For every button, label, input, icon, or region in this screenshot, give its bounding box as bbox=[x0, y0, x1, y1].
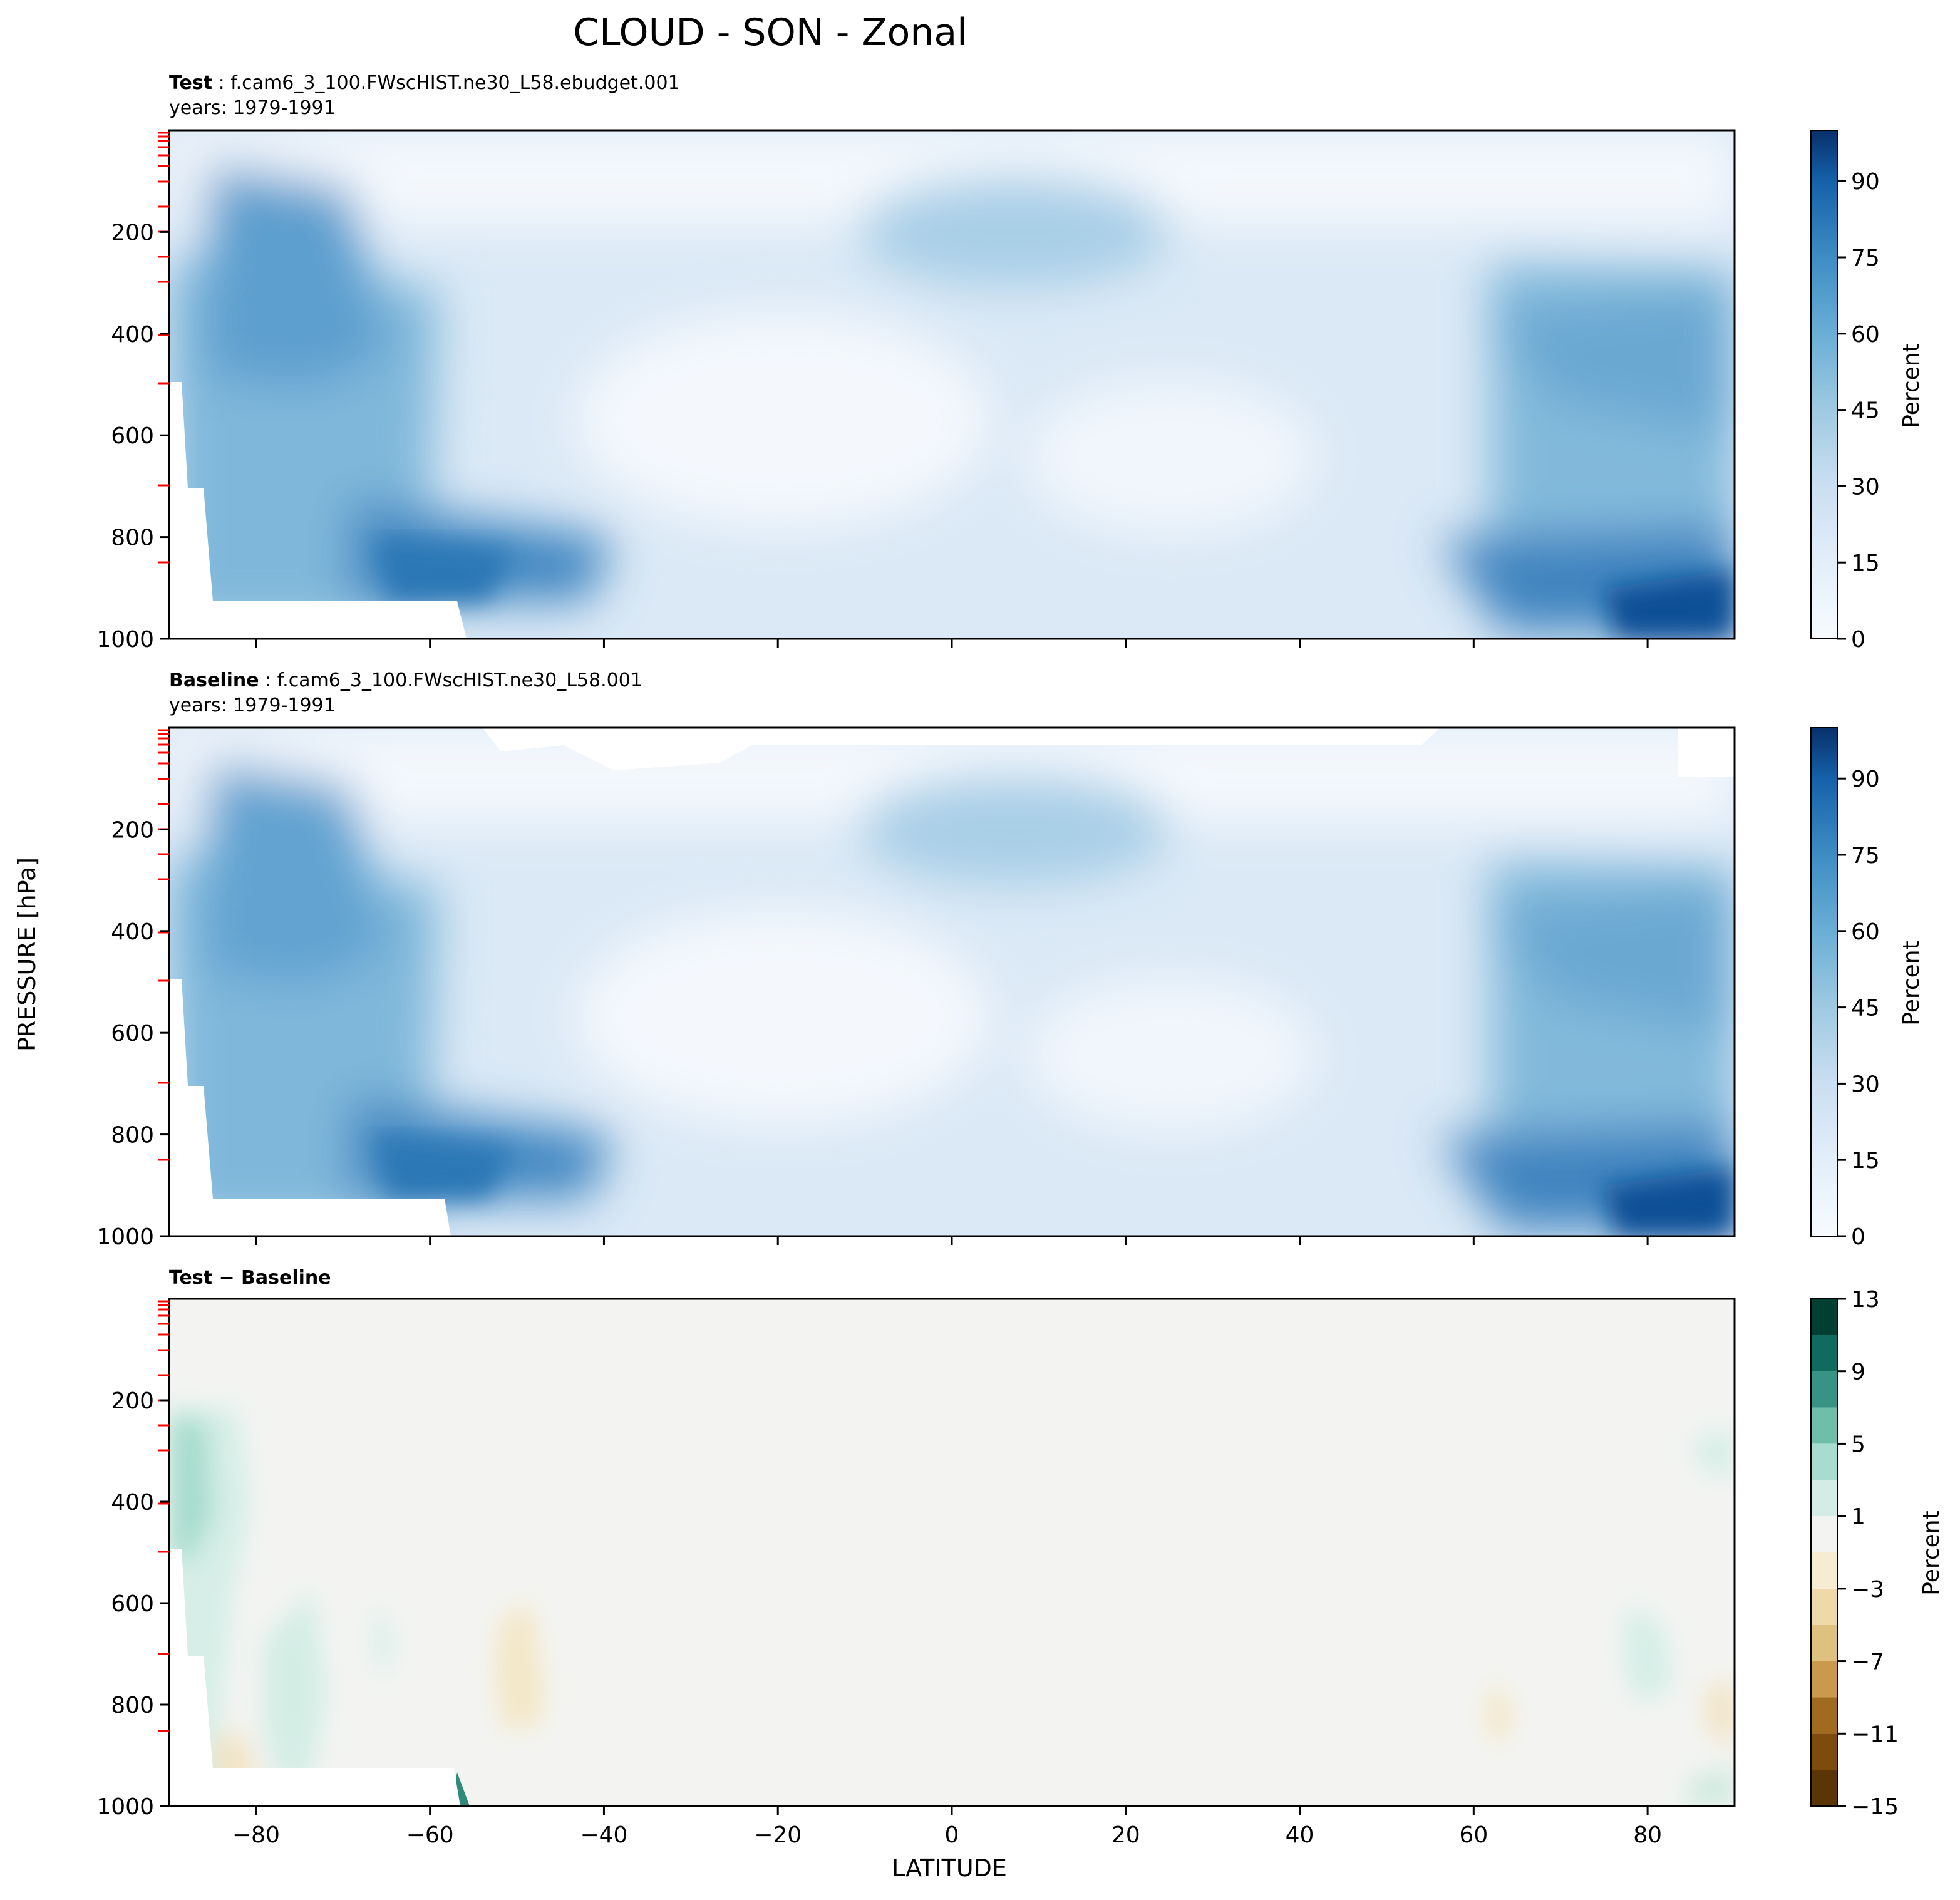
panel-baseline-y-ticks: 200 400 600 800 1000 bbox=[96, 817, 169, 1250]
colorbar-diff-band bbox=[1811, 1516, 1837, 1552]
panel-baseline-label: Baseline : f.cam6_3_100.FWscHIST.ne30_L5… bbox=[169, 669, 642, 691]
y-tick-label: 200 bbox=[111, 817, 154, 843]
colorbar-tick-label: 30 bbox=[1851, 1071, 1880, 1097]
panel-baseline: Baseline : f.cam6_3_100.FWscHIST.ne30_L5… bbox=[96, 669, 1924, 1250]
panel-test: Test : f.cam6_3_100.FWscHIST.ne30_L58.eb… bbox=[96, 72, 1924, 653]
panel-test-years: years: 1979-1991 bbox=[169, 97, 336, 119]
x-tick-label: −60 bbox=[406, 1822, 454, 1848]
colorbar-tick-label: 0 bbox=[1851, 1224, 1865, 1250]
colorbar-diff-label: Percent bbox=[1919, 1510, 1944, 1595]
x-tick-label: −20 bbox=[754, 1822, 802, 1848]
y-tick-label: 200 bbox=[111, 220, 154, 245]
colorbar-diff-band bbox=[1811, 1443, 1837, 1480]
colorbar-tick-label: 75 bbox=[1851, 245, 1880, 271]
colorbar-diff-band bbox=[1811, 1299, 1837, 1335]
colorbar-diff-band bbox=[1811, 1335, 1837, 1371]
colorbar-tick-label: 90 bbox=[1851, 169, 1880, 195]
colorbar-tick-label: 15 bbox=[1851, 550, 1880, 576]
colorbar-tick-label: 15 bbox=[1851, 1148, 1880, 1174]
colorbar-tick-label: −3 bbox=[1851, 1577, 1884, 1603]
colorbar-test-label: Percent bbox=[1899, 343, 1924, 428]
panel-baseline-x-ticks bbox=[255, 1236, 1649, 1245]
colorbar-diff-band bbox=[1811, 1552, 1837, 1589]
colorbar-tick-label: 45 bbox=[1851, 996, 1880, 1021]
y-tick-label: 600 bbox=[111, 1591, 154, 1617]
colorbar-tick-label: −11 bbox=[1851, 1722, 1899, 1747]
colorbar-tick-label: −15 bbox=[1851, 1794, 1899, 1820]
colorbar-tick-label: 13 bbox=[1851, 1287, 1880, 1313]
x-axis-label: LATITUDE bbox=[892, 1854, 1007, 1882]
colorbar-test bbox=[1810, 130, 1838, 639]
panel-test-y-ticks: 200 400 600 800 1000 bbox=[96, 220, 169, 653]
colorbar-diff-band bbox=[1811, 1371, 1837, 1408]
y-tick-label: 800 bbox=[111, 1693, 154, 1718]
colorbar-baseline-ticks: 0 15 30 45 60 75 90 bbox=[1837, 767, 1880, 1250]
y-tick-label: 200 bbox=[111, 1388, 154, 1414]
panel-test-label: Test : f.cam6_3_100.FWscHIST.ne30_L58.eb… bbox=[169, 72, 680, 94]
figure-title: CLOUD - SON - Zonal bbox=[573, 11, 967, 54]
test-contour-field bbox=[169, 130, 1735, 639]
colorbar-diff-band bbox=[1811, 1480, 1837, 1517]
colorbar-tick-label: 5 bbox=[1851, 1432, 1865, 1457]
x-tick-label: −80 bbox=[232, 1822, 280, 1848]
panel-baseline-label-case: : f.cam6_3_100.FWscHIST.ne30_L58.001 bbox=[259, 669, 642, 691]
panel-baseline-level-markers bbox=[158, 729, 169, 1161]
colorbar-diff-band bbox=[1811, 1770, 1837, 1806]
colorbar-tick-label: 30 bbox=[1851, 474, 1880, 500]
colorbar-tick-label: −7 bbox=[1851, 1650, 1884, 1675]
colorbar-diff-band bbox=[1811, 1407, 1837, 1444]
x-tick-label: 40 bbox=[1286, 1822, 1314, 1848]
x-tick-label: −40 bbox=[580, 1822, 627, 1848]
colorbar-diff-band bbox=[1811, 1661, 1837, 1698]
colorbar-diff-frame bbox=[1810, 1298, 1838, 1807]
panel-diff-level-markers bbox=[158, 1300, 169, 1732]
y-tick-label: 1000 bbox=[96, 627, 154, 653]
colorbar-tick-label: 9 bbox=[1851, 1360, 1865, 1385]
colorbar-diff bbox=[1810, 1298, 1838, 1807]
colorbar-diff-band bbox=[1811, 1733, 1837, 1770]
colorbar-tick-label: 60 bbox=[1851, 919, 1880, 945]
panel-baseline-label-bold: Baseline bbox=[169, 669, 259, 691]
y-tick-label: 1000 bbox=[96, 1224, 154, 1250]
colorbar-tick-label: 60 bbox=[1851, 322, 1880, 348]
panel-baseline-years: years: 1979-1991 bbox=[169, 694, 336, 716]
y-tick-label: 400 bbox=[111, 1490, 154, 1515]
colorbar-tick-label: 1 bbox=[1851, 1504, 1865, 1530]
difference-contour-field bbox=[169, 1299, 1735, 1806]
colorbar-tick-label: 75 bbox=[1851, 843, 1880, 869]
panel-test-label-bold: Test bbox=[169, 72, 212, 94]
colorbar-tick-label: 0 bbox=[1851, 627, 1865, 653]
panel-diff-y-ticks: 200 400 600 800 1000 bbox=[96, 1388, 169, 1820]
y-tick-label: 400 bbox=[111, 919, 154, 945]
colorbar-baseline-label: Percent bbox=[1899, 941, 1924, 1025]
panel-test-label-case: : f.cam6_3_100.FWscHIST.ne30_L58.ebudget… bbox=[212, 72, 680, 94]
x-tick-label: 80 bbox=[1633, 1822, 1662, 1848]
y-tick-label: 1000 bbox=[96, 1794, 154, 1820]
y-tick-label: 600 bbox=[111, 423, 154, 449]
colorbar-tick-label: 45 bbox=[1851, 398, 1880, 424]
colorbar-tick-label: 90 bbox=[1851, 767, 1880, 792]
panel-difference: Test − Baseline bbox=[96, 1267, 1944, 1848]
panel-test-x-ticks bbox=[255, 639, 1649, 648]
colorbar-test-ticks: 0 15 30 45 60 75 90 bbox=[1837, 169, 1880, 653]
y-tick-label: 400 bbox=[111, 322, 154, 348]
panel-diff-x-ticks: −80 −60 −40 −20 0 20 40 60 80 bbox=[232, 1806, 1662, 1848]
baseline-contour-field bbox=[169, 728, 1735, 1236]
x-tick-label: 20 bbox=[1112, 1822, 1140, 1848]
colorbar-diff-band bbox=[1811, 1588, 1837, 1625]
y-axis-label: PRESSURE [hPa] bbox=[13, 857, 41, 1051]
colorbar-baseline bbox=[1810, 727, 1838, 1237]
x-tick-label: 0 bbox=[945, 1822, 959, 1848]
panel-test-level-markers bbox=[158, 132, 169, 564]
colorbar-diff-band bbox=[1811, 1697, 1837, 1734]
x-tick-label: 60 bbox=[1459, 1822, 1488, 1848]
panel-diff-label: Test − Baseline bbox=[169, 1267, 331, 1289]
colorbar-diff-band bbox=[1811, 1624, 1837, 1661]
y-tick-label: 800 bbox=[111, 1123, 154, 1149]
y-tick-label: 800 bbox=[111, 525, 154, 551]
y-tick-label: 600 bbox=[111, 1021, 154, 1046]
colorbar-diff-ticks: 13 9 5 1 −3 −7 −11 −15 bbox=[1837, 1287, 1899, 1820]
